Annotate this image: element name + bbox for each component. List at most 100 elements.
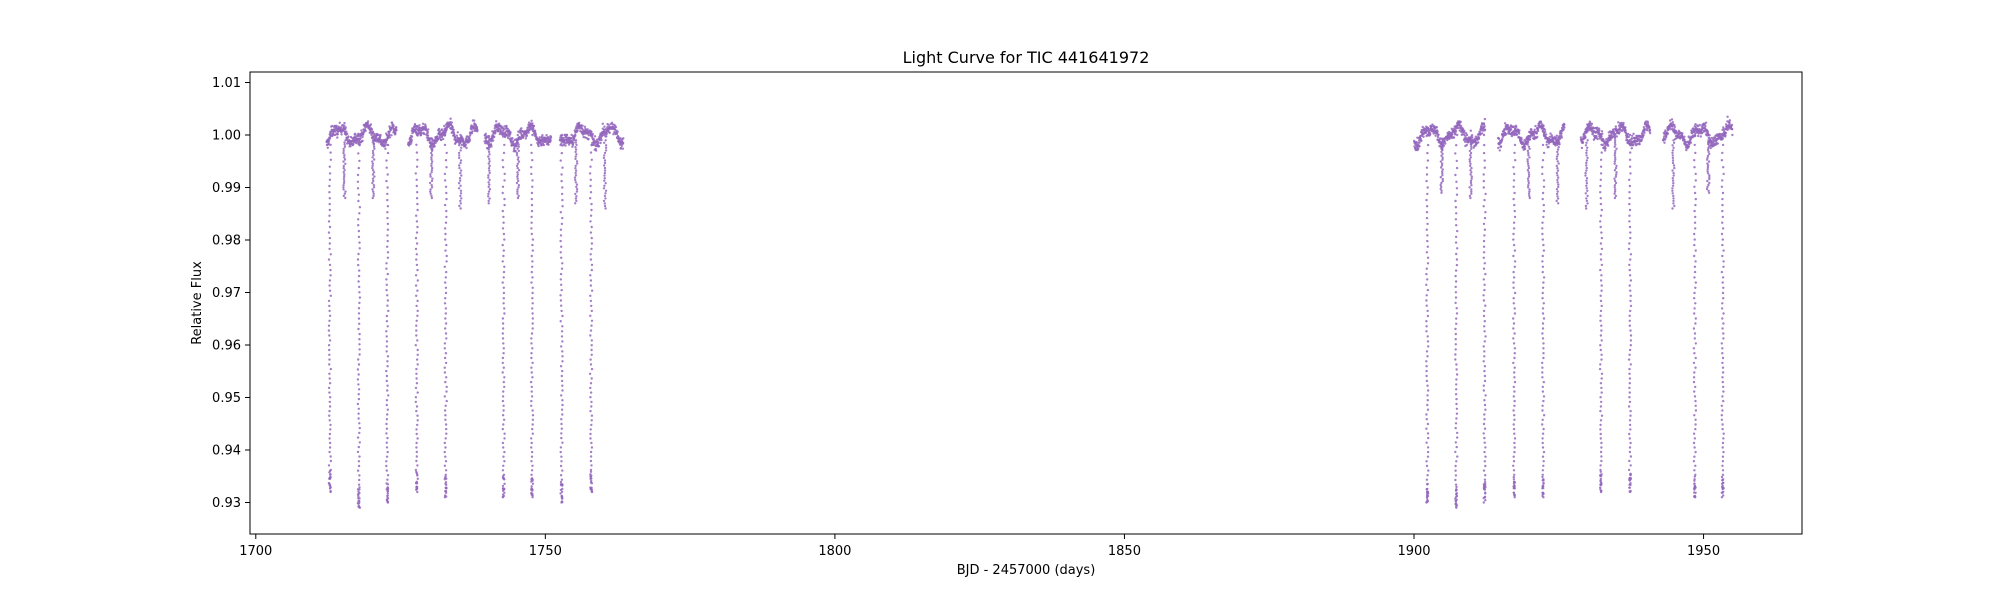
data-point [343, 143, 346, 146]
data-point [1483, 374, 1487, 378]
data-point [560, 432, 563, 435]
data-point [443, 366, 446, 369]
data-point [1455, 397, 1458, 401]
data-point [1721, 137, 1725, 140]
data-point [444, 361, 448, 365]
data-point [622, 141, 625, 145]
data-point [590, 158, 593, 161]
data-point [357, 235, 361, 239]
data-point [516, 188, 519, 191]
data-point [1542, 380, 1546, 384]
data-point [1455, 495, 1458, 498]
data-point [1697, 134, 1700, 138]
data-point [358, 338, 361, 341]
data-point [388, 133, 391, 137]
data-point [502, 464, 505, 467]
data-point [1694, 356, 1697, 360]
data-point [415, 405, 419, 408]
data-point [1501, 138, 1504, 141]
data-point [1426, 394, 1429, 397]
data-point [1721, 291, 1725, 295]
data-point [415, 459, 418, 463]
data-point [1721, 395, 1724, 398]
data-point [532, 127, 535, 130]
data-point [530, 366, 533, 369]
data-point [1454, 343, 1458, 346]
data-point [1426, 335, 1429, 338]
data-point [357, 393, 360, 396]
data-point [414, 236, 418, 240]
data-point [1600, 459, 1603, 463]
data-point [531, 122, 534, 125]
data-point [421, 122, 425, 126]
data-point [502, 390, 505, 393]
data-point [1526, 186, 1530, 189]
data-point [1721, 151, 1724, 155]
data-point [1439, 187, 1442, 191]
data-point [444, 322, 448, 325]
data-point [1629, 414, 1632, 417]
data-point [1482, 205, 1485, 208]
data-point [1455, 407, 1459, 410]
data-point [343, 158, 347, 161]
data-point [574, 178, 577, 182]
data-point [415, 151, 419, 154]
data-point [1426, 450, 1430, 454]
data-point [1541, 473, 1544, 476]
data-point [1600, 284, 1603, 287]
data-point [1721, 133, 1725, 137]
data-point [1510, 128, 1513, 131]
data-point [1425, 198, 1428, 202]
data-point [1415, 140, 1418, 144]
data-point [1534, 124, 1537, 128]
data-point [1545, 143, 1548, 146]
data-point [1426, 239, 1429, 243]
data-point [1484, 272, 1487, 276]
data-point [1693, 455, 1696, 458]
data-point [1454, 358, 1457, 361]
data-point [1455, 317, 1458, 320]
data-point [1426, 492, 1429, 496]
data-point [1544, 130, 1547, 134]
data-point [1455, 159, 1459, 163]
data-point [1542, 450, 1546, 454]
data-point [1513, 366, 1516, 369]
data-point [1425, 304, 1428, 307]
data-point [416, 423, 419, 427]
data-point [1455, 493, 1458, 496]
data-point [379, 133, 382, 137]
data-point [1586, 194, 1589, 198]
data-point [372, 192, 375, 195]
data-point [1454, 489, 1458, 492]
data-point [1512, 297, 1515, 300]
data-point [1513, 172, 1516, 176]
data-point [430, 156, 433, 159]
data-point [445, 254, 448, 258]
data-point [1555, 155, 1559, 158]
data-point [1585, 149, 1588, 152]
data-point [475, 126, 479, 130]
data-point [1527, 145, 1531, 148]
data-point [1708, 152, 1711, 156]
data-point [1512, 423, 1515, 426]
data-point [1454, 332, 1458, 336]
data-point [530, 446, 533, 449]
data-point [443, 143, 447, 147]
data-point [1483, 418, 1486, 421]
data-point [590, 304, 593, 308]
data-point [358, 486, 361, 489]
data-point [1483, 413, 1486, 416]
data-point [1643, 131, 1646, 135]
data-point [1471, 136, 1474, 139]
data-point [1556, 160, 1559, 163]
data-point [343, 173, 346, 176]
data-point [1541, 322, 1545, 325]
data-point [386, 492, 389, 495]
data-point [1541, 286, 1545, 289]
data-point [531, 409, 534, 412]
data-point [385, 455, 389, 458]
data-point [358, 441, 361, 444]
data-point [1441, 179, 1445, 183]
data-point [1694, 260, 1697, 263]
data-point [385, 262, 388, 265]
